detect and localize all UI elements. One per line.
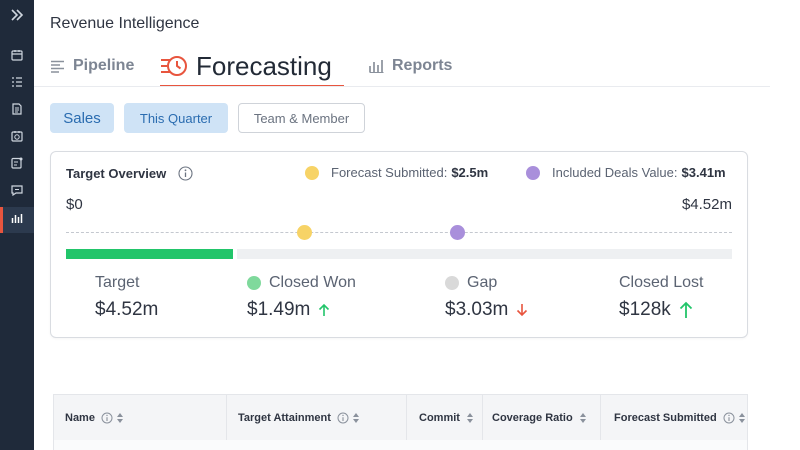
tab-reports-label: Reports bbox=[392, 57, 453, 74]
metric-gap-label: Gap bbox=[467, 274, 498, 291]
pipeline-icon bbox=[50, 60, 65, 73]
closed-won-dot bbox=[247, 276, 261, 290]
sort-icon[interactable] bbox=[116, 412, 124, 424]
sidebar bbox=[0, 0, 34, 450]
metric-closed-lost: Closed Lost $128k bbox=[619, 272, 704, 321]
info-icon[interactable] bbox=[101, 412, 113, 424]
sort-icon[interactable] bbox=[579, 412, 587, 424]
column-divider bbox=[226, 395, 227, 441]
notes-icon bbox=[11, 156, 23, 174]
expand-sidebar-button[interactable] bbox=[0, 6, 34, 28]
calendar-icon bbox=[11, 48, 23, 66]
tab-forecasting[interactable]: Forecasting bbox=[160, 44, 344, 88]
metric-gap: Gap $3.03m bbox=[445, 272, 528, 321]
legend-forecast-submitted: Forecast Submitted: $2.5m bbox=[305, 165, 488, 180]
gap-dot bbox=[445, 276, 459, 290]
metric-closed-won: Closed Won $1.49m bbox=[247, 272, 356, 321]
team-member-filter-button[interactable]: Team & Member bbox=[238, 103, 365, 133]
column-commit-label: Commit bbox=[419, 412, 460, 424]
sales-filter-chip[interactable]: Sales bbox=[50, 103, 114, 133]
axis-max-label: $4.52m bbox=[681, 196, 732, 213]
forecast-submitted-marker[interactable] bbox=[296, 225, 312, 240]
target-dashed-line bbox=[66, 232, 732, 233]
included-legend-dot bbox=[526, 165, 540, 180]
metric-target: Target $4.52m bbox=[95, 272, 158, 321]
metric-won-value: $1.49m bbox=[247, 299, 311, 320]
column-forecast-label: Forecast Submitted bbox=[614, 412, 717, 424]
sidebar-item-list[interactable] bbox=[0, 71, 34, 97]
column-attainment-label: Target Attainment bbox=[238, 412, 331, 424]
forecast-legend-dot bbox=[305, 165, 319, 180]
tab-pipeline-label: Pipeline bbox=[73, 57, 135, 74]
sort-icon[interactable] bbox=[466, 412, 474, 424]
column-coverage-label: Coverage Ratio bbox=[492, 412, 573, 424]
sidebar-item-chat[interactable] bbox=[0, 179, 34, 205]
metric-gap-value: $3.03m bbox=[445, 299, 509, 320]
legend-included-label: Included Deals Value: bbox=[552, 165, 678, 180]
double-chevron-right-icon bbox=[10, 8, 24, 26]
quarter-filter-chip[interactable]: This Quarter bbox=[124, 103, 228, 133]
legend-included-value: $3.41m bbox=[681, 165, 726, 180]
target-overview-title: Target Overview bbox=[66, 166, 167, 181]
sort-icon[interactable] bbox=[738, 412, 746, 424]
chat-icon bbox=[11, 183, 23, 201]
metric-target-value: $4.52m bbox=[95, 299, 159, 320]
info-icon[interactable] bbox=[178, 166, 193, 186]
metric-won-label: Closed Won bbox=[269, 274, 356, 291]
progress-track bbox=[66, 249, 732, 259]
column-header-commit[interactable]: Commit bbox=[419, 395, 474, 441]
app-title: Revenue Intelligence bbox=[50, 15, 200, 32]
list-icon bbox=[11, 75, 23, 93]
forecast-clock-icon bbox=[160, 54, 188, 78]
column-divider bbox=[482, 395, 483, 441]
target-overview-card: Target Overview Forecast Submitted: $2.5… bbox=[50, 151, 748, 338]
column-header-attainment[interactable]: Target Attainment bbox=[238, 395, 360, 441]
column-divider bbox=[406, 395, 407, 441]
arrow-up-icon bbox=[318, 303, 330, 317]
axis-min-label: $0 bbox=[66, 196, 83, 213]
forecast-table-header: Name Target Attainment Commit Coverage R… bbox=[53, 394, 748, 441]
reports-chart-icon bbox=[369, 59, 384, 73]
column-header-name[interactable]: Name bbox=[65, 395, 124, 441]
sort-icon[interactable] bbox=[352, 412, 360, 424]
bar-chart-icon bbox=[11, 211, 23, 229]
sidebar-item-calendar[interactable] bbox=[0, 44, 34, 70]
metric-target-label: Target bbox=[95, 274, 140, 291]
tab-reports[interactable]: Reports bbox=[369, 44, 452, 88]
arrow-down-icon bbox=[516, 303, 528, 317]
arrow-up-icon bbox=[679, 301, 693, 319]
sidebar-item-analytics[interactable] bbox=[0, 207, 34, 233]
metric-lost-value: $128k bbox=[619, 299, 671, 320]
sidebar-item-notes[interactable] bbox=[0, 152, 34, 178]
tab-pipeline[interactable]: Pipeline bbox=[50, 44, 134, 88]
legend-included-deals: Included Deals Value: $3.41m bbox=[526, 165, 726, 180]
info-icon[interactable] bbox=[723, 412, 735, 424]
column-divider bbox=[600, 395, 601, 441]
progress-separator bbox=[233, 249, 237, 259]
tabs-divider bbox=[34, 86, 770, 87]
column-name-label: Name bbox=[65, 412, 95, 424]
sidebar-item-document[interactable] bbox=[0, 98, 34, 124]
included-deals-marker[interactable] bbox=[450, 225, 466, 240]
legend-forecast-value: $2.5m bbox=[451, 165, 489, 180]
legend-forecast-label: Forecast Submitted: bbox=[331, 165, 448, 180]
table-row[interactable] bbox=[53, 440, 748, 450]
tab-forecasting-label: Forecasting bbox=[196, 50, 332, 81]
column-header-coverage[interactable]: Coverage Ratio bbox=[492, 395, 587, 441]
column-header-forecast[interactable]: Forecast Submitted bbox=[614, 395, 746, 441]
closed-won-progress-fill bbox=[66, 249, 233, 259]
metric-lost-label: Closed Lost bbox=[619, 274, 704, 291]
calendar-clock-icon bbox=[11, 129, 23, 147]
info-icon[interactable] bbox=[337, 412, 349, 424]
sidebar-item-schedule[interactable] bbox=[0, 125, 34, 151]
document-icon bbox=[11, 102, 23, 120]
